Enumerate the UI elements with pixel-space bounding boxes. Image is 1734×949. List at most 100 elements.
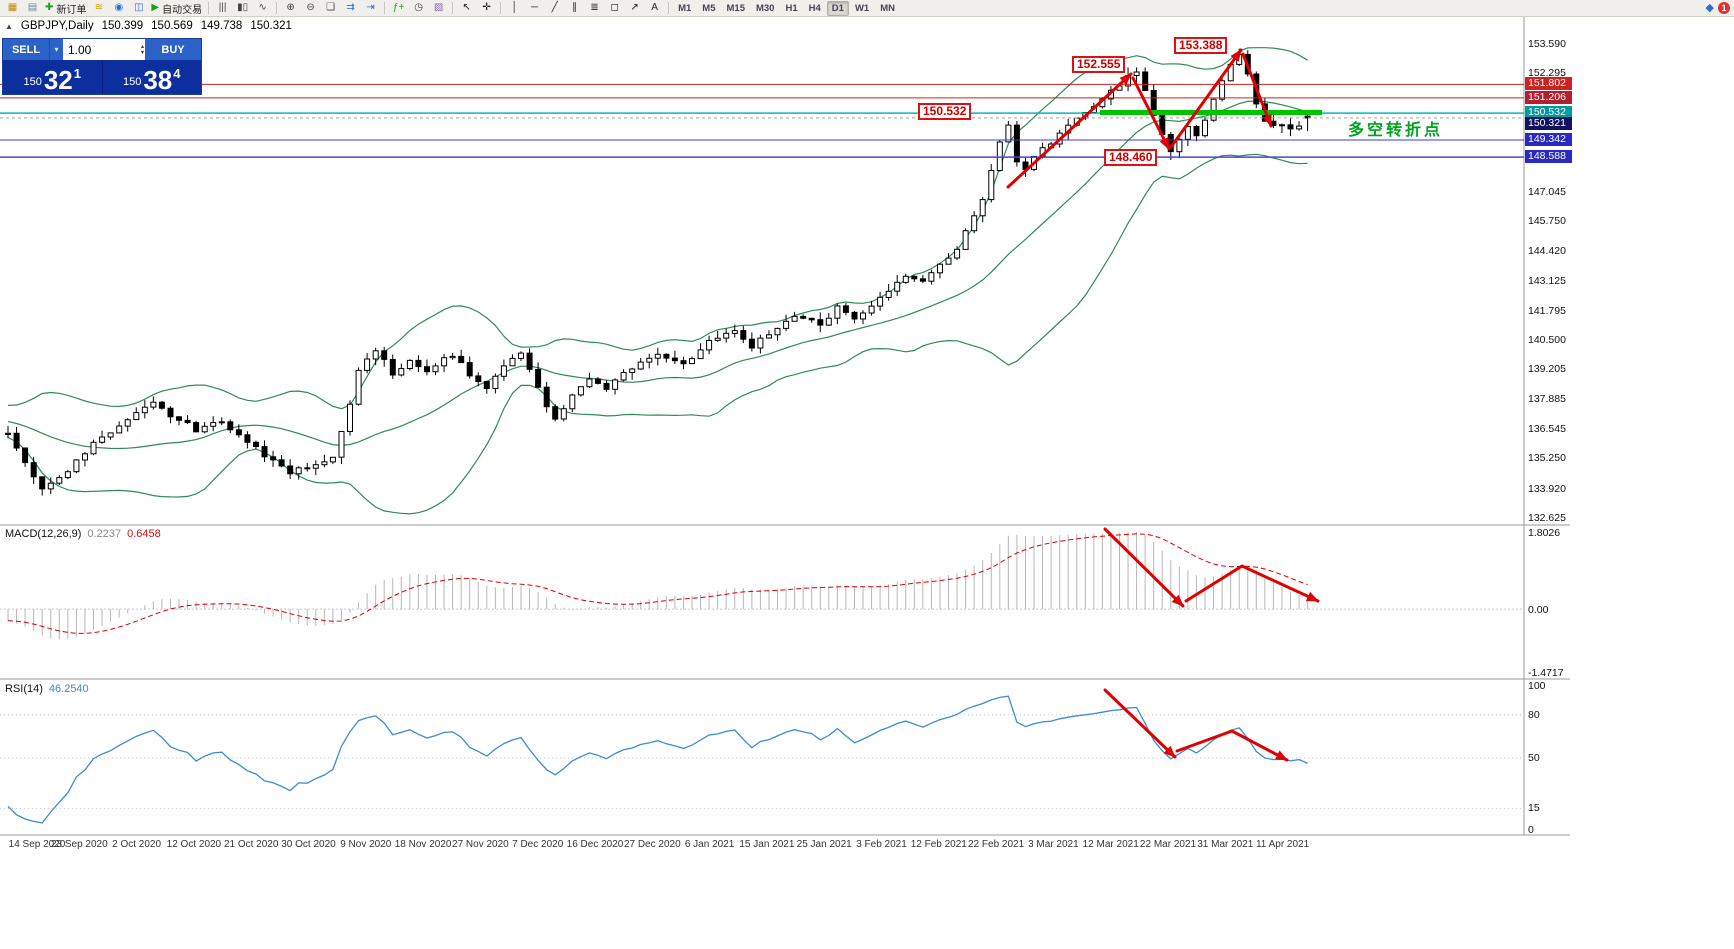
date-label[interactable]: 22 Mar 2021	[1139, 839, 1197, 850]
trend-arrow-macd[interactable]	[1103, 527, 1185, 608]
equidistant-channel-button[interactable]: ∥	[565, 1, 584, 16]
zoom-in-button[interactable]: ⊕	[281, 1, 300, 16]
bollinger-lower-band[interactable]	[7, 153, 1308, 515]
trend-arrow-main[interactable]	[1006, 72, 1133, 189]
date-label[interactable]: 15 Jan 2021	[739, 839, 795, 850]
trend-arrow-main[interactable]	[1169, 48, 1243, 149]
fibonacci-button[interactable]: ≣	[585, 1, 604, 16]
price-annotation-label[interactable]: 148.460	[1104, 149, 1158, 166]
buy-price-display[interactable]: 150 38 4	[103, 60, 202, 94]
volume-dropdown-icon[interactable]: ▾	[49, 39, 63, 60]
bollinger-middle-band[interactable]	[7, 100, 1308, 450]
date-label[interactable]: 12 Oct 2020	[166, 839, 222, 850]
community-icon[interactable]: ◆	[1705, 2, 1714, 14]
date-label[interactable]: 3 Feb 2021	[856, 839, 907, 850]
stepper-up-icon[interactable]: ▴	[140, 43, 144, 50]
date-label[interactable]: 23 Sep 2020	[50, 839, 108, 850]
date-label[interactable]: 9 Nov 2020	[340, 839, 392, 850]
vertical-line-button[interactable]: │	[505, 1, 524, 16]
market-watch-button[interactable]: ◉	[109, 1, 128, 16]
templates-icon: ▨	[433, 2, 444, 13]
date-label[interactable]: 31 Mar 2021	[1197, 839, 1254, 850]
line-chart-button[interactable]: ∿	[253, 1, 272, 16]
shapes-button[interactable]: ◻	[605, 1, 624, 16]
indicators-button[interactable]: ƒ+	[389, 1, 408, 16]
stepper-down-icon[interactable]: ▾	[140, 49, 144, 56]
date-label[interactable]: 27 Dec 2020	[623, 839, 681, 850]
notifications-icon[interactable]: 1	[1718, 2, 1730, 14]
timeframe-w1[interactable]: W1	[854, 2, 870, 14]
new-order-button[interactable]: ✚ 新订单	[43, 1, 88, 16]
data-window-button[interactable]: ◫	[129, 1, 148, 16]
buy-button[interactable]: BUY	[145, 39, 201, 60]
volume-field: 1.00 ▴ ▾	[63, 39, 145, 60]
date-label[interactable]: 21 Oct 2020	[223, 839, 279, 850]
macd-axis-value: 1.8026	[1528, 527, 1561, 539]
rsi-axis-value: 100	[1528, 680, 1546, 692]
date-label[interactable]: 12 Mar 2021	[1082, 839, 1139, 850]
timeframe-m30[interactable]: M30	[755, 2, 775, 14]
date-label[interactable]: 27 Nov 2020	[452, 839, 509, 850]
pivot-note-text[interactable]: 多空转折点	[1348, 122, 1444, 139]
trend-arrow-rsi[interactable]	[1175, 729, 1289, 762]
chart-shift-button[interactable]: ⇥	[361, 1, 380, 16]
price-badge: 150.321	[1525, 116, 1572, 130]
volume-stepper[interactable]: ▴ ▾	[141, 40, 144, 59]
cursor-button[interactable]: ↖	[457, 1, 476, 16]
trend-arrow-rsi[interactable]	[1103, 688, 1177, 759]
date-label[interactable]: 25 Jan 2021	[796, 839, 852, 850]
timeframe-m15[interactable]: M15	[726, 2, 745, 14]
volume-input[interactable]: 1.00	[68, 42, 92, 57]
market-depth-button[interactable]: ≋	[89, 1, 108, 16]
auto-scroll-button[interactable]: ⇉	[341, 1, 360, 16]
timeframe-m5[interactable]: M5	[702, 2, 716, 14]
bar-chart-button[interactable]: |||	[213, 1, 232, 16]
timeframe-h4[interactable]: H4	[808, 2, 821, 14]
templates-button[interactable]: ▨	[429, 1, 448, 16]
zoom-out-button[interactable]: ⊖	[301, 1, 320, 16]
toolbar-separator	[276, 2, 278, 14]
price-annotation-label[interactable]: 152.555	[1072, 56, 1126, 73]
date-label[interactable]: 12 Feb 2021	[910, 839, 967, 850]
date-label[interactable]: 30 Oct 2020	[281, 839, 336, 850]
market-depth-icon: ≋	[94, 2, 104, 13]
date-label[interactable]: 22 Feb 2021	[968, 839, 1025, 850]
trend-arrow-main[interactable]	[1131, 76, 1171, 151]
price-annotation-label[interactable]: 153.388	[1174, 37, 1228, 54]
date-label[interactable]: 16 Dec 2020	[566, 839, 624, 850]
one-click-toggle-icon[interactable]: ▲	[5, 21, 13, 31]
price-annotation-label[interactable]: 150.532	[918, 103, 972, 120]
candle-chart-button[interactable]: ▮▯	[233, 1, 252, 16]
date-label[interactable]: 2 Oct 2020	[112, 839, 162, 850]
trend-arrow-macd[interactable]	[1184, 564, 1320, 603]
tile-windows-button[interactable]: ❏	[321, 1, 340, 16]
timeframe-h1[interactable]: H1	[785, 2, 798, 14]
macd-signal-line[interactable]	[7, 533, 1308, 634]
text-tool-button[interactable]: A	[645, 1, 664, 16]
trend-arrow-main[interactable]	[1241, 52, 1273, 128]
ohlc-high: 150.569	[151, 20, 193, 32]
date-label[interactable]: 18 Nov 2020	[394, 839, 452, 850]
date-label[interactable]: 3 Mar 2021	[1028, 839, 1079, 850]
periods-button[interactable]: ◷	[409, 1, 428, 16]
timeframe-m1[interactable]: M1	[678, 2, 692, 14]
sell-button[interactable]: SELL	[3, 39, 49, 60]
new-chart-button[interactable]: ▦	[3, 1, 22, 16]
trendline-button[interactable]: ╱	[545, 1, 564, 16]
date-label[interactable]: 6 Jan 2021	[684, 839, 735, 850]
autotrading-button[interactable]: ▶ 自动交易	[149, 1, 204, 16]
arrows-tool-button[interactable]: ↗	[625, 1, 644, 16]
zoom-out-icon: ⊖	[306, 2, 315, 13]
sell-price-display[interactable]: 150 32 1	[3, 60, 102, 94]
horizontal-line-button[interactable]: ─	[525, 1, 544, 16]
timeframe-mn[interactable]: MN	[880, 2, 895, 14]
date-label[interactable]: 7 Dec 2020	[512, 839, 564, 850]
ask-big-digits: 38	[143, 65, 173, 95]
chart-profiles-button[interactable]: ▤	[23, 1, 42, 16]
timeframe-d1[interactable]: D1	[826, 0, 849, 16]
date-label[interactable]: 14 Sep 2020	[8, 839, 66, 850]
crosshair-button[interactable]: ✛	[477, 1, 496, 16]
rsi-line[interactable]	[7, 695, 1308, 824]
date-label[interactable]: 11 Apr 2021	[1255, 839, 1310, 850]
